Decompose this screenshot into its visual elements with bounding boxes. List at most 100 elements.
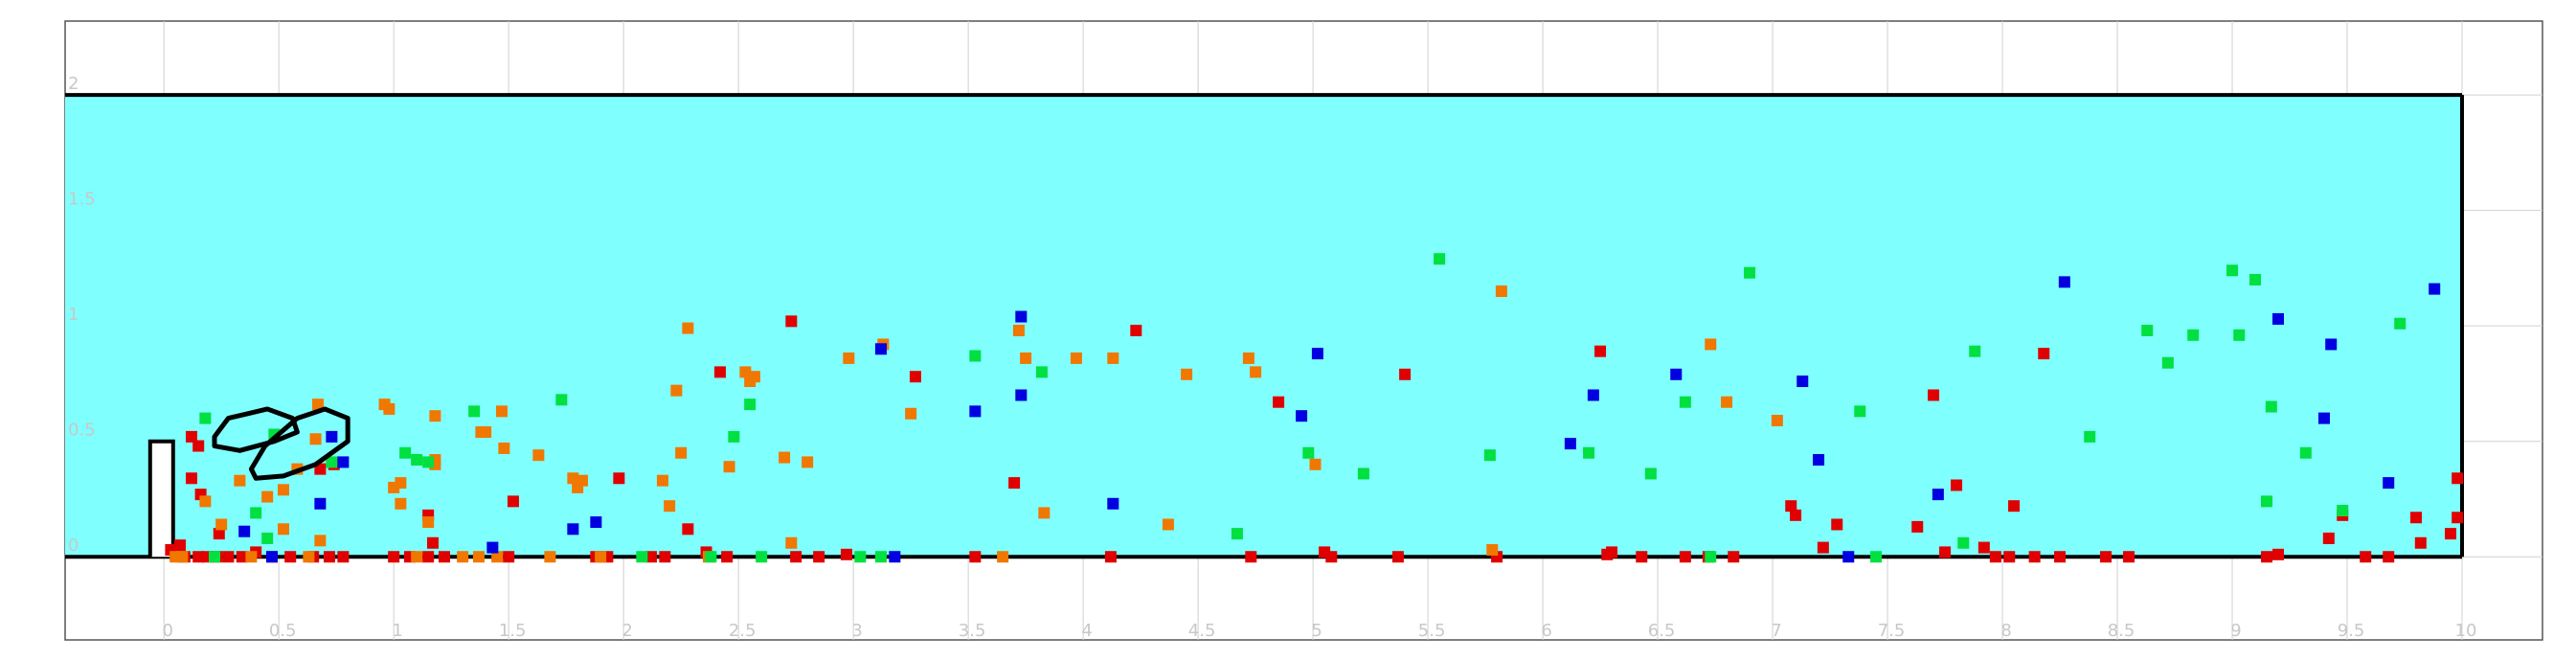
particle-marker-red: [388, 551, 400, 563]
particle-marker-red: [1928, 389, 1940, 401]
particle-marker-red: [2100, 551, 2113, 563]
particle-marker-red: [1831, 518, 1843, 531]
particle-marker-green: [2337, 505, 2349, 517]
particle-marker-red: [1130, 325, 1142, 336]
particle-marker-orange: [748, 371, 760, 383]
x-tick-label: 9: [2230, 621, 2241, 641]
particle-marker-red: [659, 551, 671, 563]
particle-marker-orange: [491, 551, 504, 563]
particle-marker-red: [438, 551, 450, 563]
x-tick-label: 7: [1771, 621, 1781, 641]
fluid-region: [65, 95, 2463, 558]
y-tick-label: 1: [68, 305, 79, 325]
particle-marker-red: [2445, 528, 2457, 540]
particle-marker-green: [969, 350, 982, 362]
particle-marker-green: [2161, 356, 2174, 369]
particle-marker-blue: [1107, 497, 1119, 510]
x-tick-label: 8.5: [2108, 621, 2135, 641]
particle-marker-blue: [2058, 276, 2070, 288]
particle-marker-blue: [889, 551, 901, 563]
particle-marker-orange: [723, 461, 735, 473]
particle-marker-orange: [245, 551, 258, 563]
particle-marker-blue: [265, 551, 278, 563]
particle-marker-red: [2038, 348, 2050, 360]
particle-marker-red: [790, 551, 802, 563]
y-tick-labels: 0 0.5 1 1.5 2: [68, 74, 96, 556]
vortex-contour-2: [248, 406, 350, 481]
particle-marker-orange: [395, 477, 407, 490]
particle-marker-red: [1606, 546, 1618, 558]
particle-marker-red: [222, 551, 235, 563]
particle-marker-green: [705, 551, 717, 563]
particle-marker-orange: [595, 551, 607, 563]
particle-marker-red: [337, 551, 350, 563]
particle-marker-blue: [1015, 389, 1028, 401]
particle-marker-blue: [1932, 489, 1944, 501]
particle-marker-orange: [277, 484, 289, 496]
particle-marker-red: [2123, 551, 2135, 563]
particle-marker-green: [1679, 396, 1691, 408]
particle-marker-green: [208, 551, 220, 563]
particle-marker-red: [1817, 541, 1829, 554]
particle-marker-orange: [785, 536, 798, 549]
particle-marker-blue: [1587, 389, 1599, 401]
particle-marker-green: [1302, 446, 1315, 459]
particle-marker-red: [2003, 551, 2016, 563]
particle-marker-orange: [1020, 352, 1032, 364]
particle-marker-blue: [874, 343, 887, 355]
particle-marker-orange: [1309, 458, 1322, 470]
particle-marker-green: [1357, 467, 1369, 480]
x-tick-label: 1.5: [499, 621, 527, 641]
particle-marker-orange: [576, 474, 588, 487]
particle-marker-orange: [314, 535, 327, 547]
particle-marker-green: [756, 551, 768, 563]
particle-marker-red: [644, 551, 657, 563]
y-tick-label: 0.5: [68, 421, 96, 441]
particle-marker-green: [2299, 446, 2312, 459]
particle-marker-red: [1939, 546, 1952, 558]
particle-marker-orange: [303, 551, 315, 563]
particle-marker-red: [713, 366, 726, 378]
particle-marker-red: [1679, 551, 1691, 563]
particle-marker-red: [1391, 551, 1404, 563]
particle-marker-orange: [567, 472, 579, 485]
particle-marker-green: [728, 430, 740, 443]
particle-marker-blue: [1015, 310, 1028, 323]
x-tick-label: 8: [2000, 621, 2011, 641]
x-tick-label: 5.5: [1418, 621, 1446, 641]
particle-marker-green: [2084, 430, 2096, 443]
particle-marker-blue: [314, 497, 327, 510]
particle-marker-red: [192, 440, 205, 452]
particle-marker-red: [1728, 551, 1740, 563]
particle-marker-red: [1785, 500, 1797, 513]
particle-marker-orange: [498, 442, 510, 454]
particle-marker-orange: [383, 402, 395, 415]
particle-marker-green: [422, 456, 435, 468]
particle-marker-red: [1008, 477, 1021, 490]
particle-marker-red: [613, 472, 625, 485]
particle-marker-green: [199, 412, 212, 424]
particle-marker-blue: [337, 456, 350, 468]
particle-marker-red: [813, 551, 825, 563]
particle-marker-orange: [1070, 352, 1082, 364]
x-tick-label: 0.5: [269, 621, 297, 641]
particle-marker-blue: [1670, 368, 1683, 380]
particle-marker-green: [1231, 528, 1243, 540]
particle-marker-red: [2008, 500, 2021, 513]
particle-marker-red: [2360, 551, 2372, 563]
particle-marker-red: [840, 548, 852, 560]
particle-marker-blue: [2429, 283, 2441, 295]
particle-marker-blue: [2272, 312, 2285, 325]
x-tick-label: 6: [1541, 621, 1551, 641]
particle-marker-green: [1854, 405, 1866, 418]
particle-marker-blue: [1813, 453, 1825, 466]
particle-marker-red: [969, 551, 982, 563]
x-tick-label: 1: [392, 621, 402, 641]
particle-marker-green: [1483, 449, 1496, 462]
particle-marker-orange: [495, 405, 508, 418]
particle-marker-red: [2028, 551, 2041, 563]
particle-marker-green: [1583, 446, 1595, 459]
y-tick-label: 0: [68, 536, 79, 556]
particle-marker-red: [785, 315, 798, 328]
particle-marker-green: [1957, 536, 1970, 549]
